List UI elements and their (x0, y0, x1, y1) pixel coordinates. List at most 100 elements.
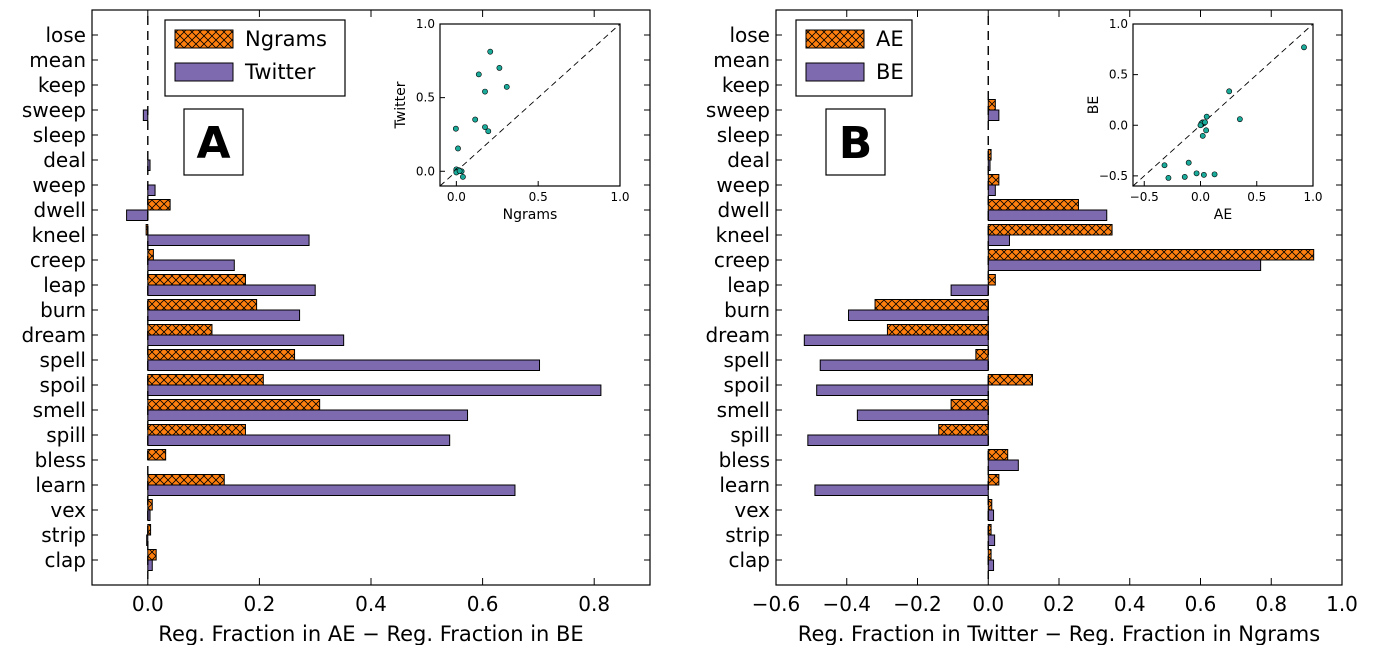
bar-series-2-spoil (816, 384, 989, 396)
panel-a-x-axis-label: Reg. Fraction in AE − Reg. Fraction in B… (158, 622, 583, 645)
category-label: burn (724, 298, 770, 322)
inset-point (1193, 170, 1200, 177)
panel-b-chart: losemeankeepsweepsleepdealweepdwellkneel… (705, 9, 1358, 645)
panel-a-label: A (196, 118, 230, 169)
bar-series-2-burn (848, 309, 989, 321)
panel-b-legend: AE BE (795, 19, 913, 97)
category-label: dream (705, 323, 770, 347)
inset-x-tick-label: 0.5 (529, 190, 548, 204)
bar-series-2-dream (147, 334, 345, 346)
category-label: spell (723, 348, 770, 372)
category-label: dream (21, 323, 86, 347)
inset-point (1185, 159, 1192, 166)
bar-series-2-spell (819, 359, 989, 371)
inset-point (496, 64, 503, 71)
category-label: weep (716, 173, 770, 197)
bar-series-1-dream (147, 324, 213, 336)
bar-series-1-creep (147, 249, 154, 261)
bar-series-2-vex (987, 509, 995, 521)
inset-x-label: AE (1214, 207, 1232, 223)
category-label: spill (730, 423, 770, 447)
inset-x-tick-label: 0.5 (1247, 190, 1266, 204)
inset-diagonal (439, 23, 621, 187)
category-label: deal (727, 148, 770, 172)
bar-series-2-dwell (987, 209, 1108, 221)
inset-y-label: BE (1086, 96, 1102, 114)
category-label: spell (39, 348, 86, 372)
category-label: dwell (34, 198, 86, 222)
x-tick-label: 0.4 (355, 592, 387, 616)
inset-x-label: Ngrams (503, 207, 558, 223)
legend-label: Ngrams (245, 27, 327, 51)
inset-y-tick-label: 0.5 (416, 91, 435, 105)
inset-diagonal (1132, 23, 1314, 187)
category-label: learn (719, 473, 770, 497)
inset-point (485, 128, 492, 135)
bar-series-2-learn (147, 484, 516, 496)
x-tick-label: 0.6 (1185, 592, 1217, 616)
category-label: smell (717, 398, 770, 422)
legend-swatch (805, 29, 865, 49)
legend-swatch (174, 29, 234, 49)
bar-series-1-creep (987, 249, 1315, 261)
x-tick-label: 1.0 (1326, 592, 1358, 616)
bar-series-1-weep (987, 174, 1000, 186)
category-label: learn (35, 473, 86, 497)
bar-series-2-spill (147, 434, 451, 446)
panel-a-x-axis: 0.0 0.2 0.4 0.6 0.8 (132, 10, 610, 616)
bar-series-2-spoil (147, 384, 602, 396)
category-label: lose (45, 23, 86, 47)
x-tick-label: 0.8 (1255, 592, 1287, 616)
inset-point (472, 116, 479, 123)
inset-point (1211, 171, 1218, 178)
category-label: leap (727, 273, 770, 297)
panel-b-category-labels: losemeankeepsweepsleepdealweepdwellkneel… (705, 23, 1342, 572)
category-label: spoil (724, 373, 770, 397)
inset-x-tick-label: 1.0 (610, 190, 629, 204)
panel-b-label-box: B (825, 108, 886, 176)
inset-point (1197, 122, 1204, 129)
bar-series-2-leap (147, 284, 316, 296)
bar-series-1-burn (147, 299, 258, 311)
bar-series-2-sweep (142, 109, 149, 121)
x-tick-label: −0.6 (752, 592, 801, 616)
bar-series-1-dwell (987, 199, 1079, 211)
panel-a-legend: Ngrams Twitter (164, 19, 346, 97)
bar-series-2-sweep (987, 109, 1000, 121)
inset-point (1165, 174, 1172, 181)
legend-label: BE (876, 60, 904, 84)
bar-series-1-dream (886, 324, 989, 336)
inset-x-tick-label: −0.5 (1130, 190, 1159, 204)
bar-series-1-spoil (147, 374, 264, 386)
category-label: strip (725, 523, 770, 547)
bar-series-1-bless (987, 449, 1009, 461)
bar-series-1-dwell (147, 199, 171, 211)
category-label: lose (729, 23, 770, 47)
inset-x-tick-label: 0.0 (447, 190, 466, 204)
panel-a-label-box: A (183, 108, 244, 176)
inset-y-label: Twitter (393, 81, 409, 129)
inset-point (1203, 113, 1210, 120)
category-label: clap (44, 548, 86, 572)
inset-point (1236, 116, 1243, 123)
panel-b-x-axis: −0.6 −0.4 −0.2 0.0 0.2 0.4 0.6 0.8 1.0 (752, 10, 1358, 616)
category-label: sweep (22, 98, 86, 122)
category-label: keep (722, 73, 770, 97)
inset-y-tick-label: 1.0 (1109, 17, 1128, 31)
inset-point (1202, 119, 1208, 126)
category-label: clap (728, 548, 770, 572)
inset-point (460, 173, 466, 180)
bar-series-2-dream (803, 334, 989, 346)
panel-b-x-axis-label: Reg. Fraction in Twitter − Reg. Fraction… (798, 622, 1320, 645)
x-tick-label: 0.2 (1043, 592, 1075, 616)
bar-series-2-kneel (987, 234, 1010, 246)
bar-series-1-smell (950, 399, 989, 411)
legend-swatch (174, 62, 234, 82)
bar-series-1-spill (938, 424, 989, 436)
bar-series-2-smell (147, 409, 469, 421)
category-label: keep (38, 73, 86, 97)
bar-series-1-spell (975, 349, 989, 361)
bar-series-2-creep (147, 259, 235, 271)
bar-series-2-weep (987, 184, 996, 196)
inset-point (1181, 173, 1188, 180)
